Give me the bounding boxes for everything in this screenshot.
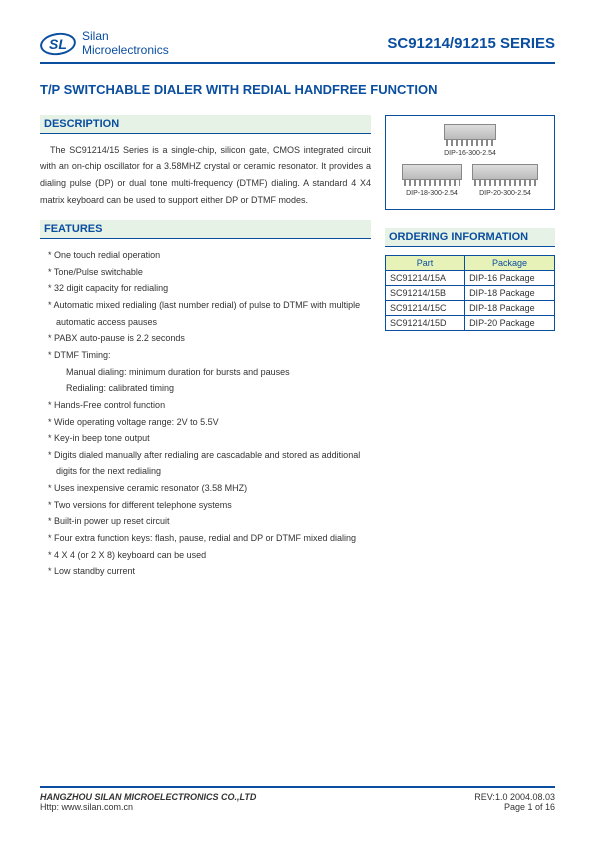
logo-icon: SL — [39, 30, 78, 57]
footer: HANGZHOU SILAN MICROELECTRONICS CO.,LTD … — [40, 786, 555, 812]
footer-page: Page 1 of 16 — [474, 802, 555, 812]
table-cell: SC91214/15B — [386, 285, 465, 300]
chip-label: DIP-16-300-2.54 — [444, 150, 496, 157]
feature-item: Uses inexpensive ceramic resonator (3.58… — [48, 480, 371, 497]
right-column: DIP-16-300-2.54 DIP-18-300-2.54 DIP-20-3… — [385, 115, 555, 580]
table-cell: SC91214/15A — [386, 270, 465, 285]
feature-item: Automatic mixed redialing (last number r… — [48, 297, 371, 330]
logo-line2: Microelectronics — [82, 44, 169, 58]
feature-item: Digits dialed manually after redialing a… — [48, 447, 371, 480]
features-list-cont: Hands-Free control function Wide operati… — [40, 397, 371, 580]
table-cell: DIP-18 Package — [465, 285, 555, 300]
feature-item: DTMF Timing: — [48, 347, 371, 364]
table-cell: DIP-20 Package — [465, 315, 555, 330]
table-row: SC91214/15A DIP-16 Package — [386, 270, 555, 285]
feature-item: 32 digit capacity for redialing — [48, 280, 371, 297]
ordering-table: Part Package SC91214/15A DIP-16 Package … — [385, 255, 555, 331]
chip-icon: DIP-18-300-2.54 — [402, 164, 462, 197]
feature-item: PABX auto-pause is 2.2 seconds — [48, 330, 371, 347]
table-row: SC91214/15D DIP-20 Package — [386, 315, 555, 330]
description-text: The SC91214/15 Series is a single-chip, … — [40, 142, 371, 209]
logo-text: Silan Microelectronics — [82, 30, 169, 58]
feature-item: Wide operating voltage range: 2V to 5.5V — [48, 414, 371, 431]
footer-rev: REV:1.0 2004.08.03 — [474, 792, 555, 802]
logo-line1: Silan — [82, 30, 169, 44]
features-heading: FEATURES — [40, 220, 371, 239]
logo-block: SL Silan Microelectronics — [40, 30, 169, 58]
series-title: SC91214/91215 SERIES — [387, 35, 555, 52]
table-header: Package — [465, 255, 555, 270]
footer-url: Http: www.silan.com.cn — [40, 802, 256, 812]
chip-label: DIP-20-300-2.54 — [472, 190, 538, 197]
footer-rule — [40, 786, 555, 788]
chip-icon: DIP-16-300-2.54 — [444, 124, 496, 157]
table-row: SC91214/15C DIP-18 Package — [386, 300, 555, 315]
feature-item: Two versions for different telephone sys… — [48, 497, 371, 514]
chip-label: DIP-18-300-2.54 — [402, 190, 462, 197]
feature-item: Tone/Pulse switchable — [48, 264, 371, 281]
features-list: One touch redial operation Tone/Pulse sw… — [40, 247, 371, 363]
description-heading: DESCRIPTION — [40, 115, 371, 134]
chip-icon: DIP-20-300-2.54 — [472, 164, 538, 197]
header-rule — [40, 62, 555, 64]
feature-item: 4 X 4 (or 2 X 8) keyboard can be used — [48, 547, 371, 564]
feature-item: Four extra function keys: flash, pause, … — [48, 530, 371, 547]
feature-subitem: Manual dialing: minimum duration for bur… — [40, 364, 371, 381]
feature-item: Built-in power up reset circuit — [48, 513, 371, 530]
table-header-row: Part Package — [386, 255, 555, 270]
feature-item: Hands-Free control function — [48, 397, 371, 414]
page-title: T/P SWITCHABLE DIALER WITH REDIAL HANDFR… — [40, 82, 555, 97]
ordering-heading: ORDERING INFORMATION — [385, 228, 555, 247]
left-column: DESCRIPTION The SC91214/15 Series is a s… — [40, 115, 371, 580]
table-cell: SC91214/15D — [386, 315, 465, 330]
table-header: Part — [386, 255, 465, 270]
footer-company: HANGZHOU SILAN MICROELECTRONICS CO.,LTD — [40, 792, 256, 802]
package-diagram-box: DIP-16-300-2.54 DIP-18-300-2.54 DIP-20-3… — [385, 115, 555, 210]
table-cell: DIP-18 Package — [465, 300, 555, 315]
feature-item: Low standby current — [48, 563, 371, 580]
feature-item: Key-in beep tone output — [48, 430, 371, 447]
table-row: SC91214/15B DIP-18 Package — [386, 285, 555, 300]
table-cell: SC91214/15C — [386, 300, 465, 315]
feature-subitem: Redialing: calibrated timing — [40, 380, 371, 397]
header: SL Silan Microelectronics SC91214/91215 … — [40, 30, 555, 58]
logo-initials: SL — [49, 36, 67, 52]
feature-item: One touch redial operation — [48, 247, 371, 264]
table-cell: DIP-16 Package — [465, 270, 555, 285]
